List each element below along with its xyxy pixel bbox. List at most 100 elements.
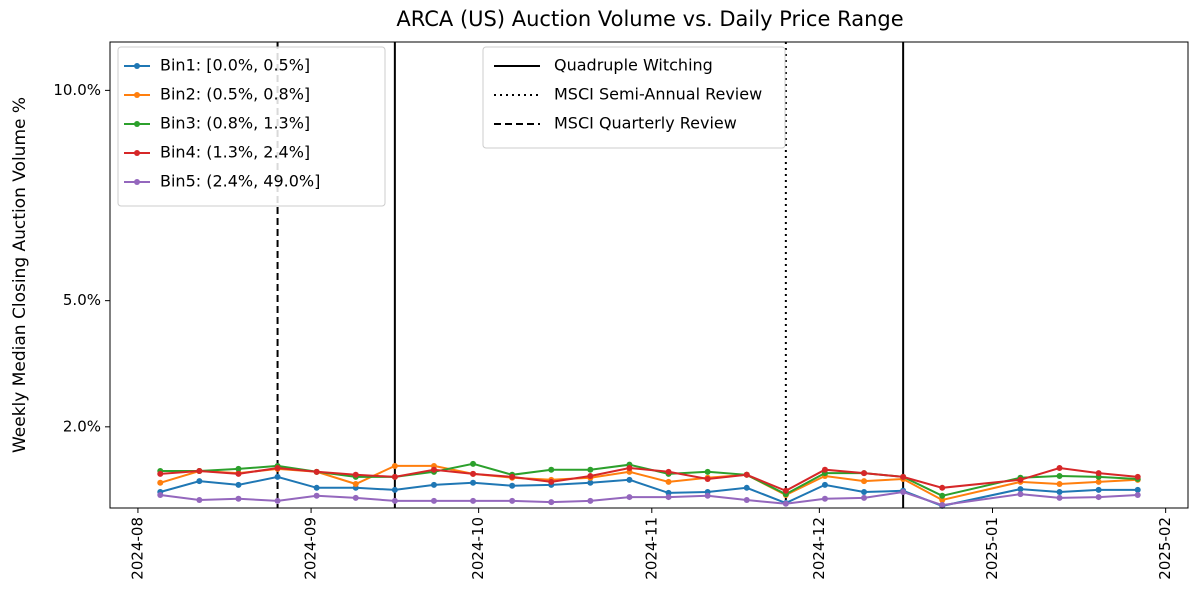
point [391,497,398,504]
x-tick-label: 2025-02 [1156,517,1174,580]
point [861,470,868,477]
point [1095,486,1102,493]
point [821,466,828,473]
point [704,468,711,475]
point [391,473,398,480]
point [782,487,789,494]
point [391,486,398,493]
point [743,471,750,478]
y-tick-label: 5.0% [63,291,101,309]
legend: Bin1: [0.0%, 0.5%] Bin2: (0.5%, 0.8%] Bin3… [117,46,386,207]
point [587,479,594,486]
point [196,467,203,474]
point [274,473,281,480]
point [1134,473,1141,480]
point [743,484,750,491]
point [352,481,359,488]
legend-label: Quadruple Witching [554,56,713,75]
x-tick-label: 2024-10 [469,517,487,580]
point [861,478,868,485]
y-tick-label: 10.0% [53,81,101,99]
legend-label: MSCI Semi-Annual Review [554,85,762,104]
point [1056,465,1063,472]
point [157,470,164,477]
point [939,497,946,504]
point [1017,486,1024,493]
point [821,495,828,502]
point [1017,491,1024,498]
point [235,481,242,488]
point [1095,478,1102,485]
point [548,499,555,506]
legend-marker [134,121,140,127]
legend-marker [134,179,140,185]
series-line [160,490,1138,507]
point [665,468,672,475]
y-tick-label: 2.0% [63,417,101,435]
point [1056,494,1063,501]
point [274,465,281,472]
point [939,492,946,499]
x-tick-label: 2024-12 [810,517,828,580]
point [861,489,868,496]
point [626,494,633,501]
point [470,460,477,467]
series-line [160,475,1138,507]
point [939,502,946,509]
point [430,466,437,473]
legend-label: MSCI Quarterly Review [554,114,737,133]
point [1056,489,1063,496]
point [821,481,828,488]
point [1017,476,1024,483]
point [470,479,477,486]
point [313,468,320,475]
point [391,462,398,469]
point [235,465,242,472]
x-tick-label: 2024-09 [302,517,320,580]
point [1134,486,1141,493]
point [665,478,672,485]
legend-label: Bin1: [0.0%, 0.5%] [160,56,310,75]
legend-box [117,46,386,207]
point [509,473,516,480]
point [470,470,477,477]
point [157,491,164,498]
point [665,489,672,496]
point [1056,473,1063,480]
series-line [160,462,1138,497]
point [509,497,516,504]
legend-label: Bin5: (2.4%, 49.0%] [160,172,320,191]
point [548,478,555,485]
point [1095,494,1102,501]
point [900,489,907,496]
point [782,500,789,507]
legend-box [482,46,786,149]
point [665,494,672,501]
plot-frame [109,41,1189,509]
point [587,497,594,504]
point [626,465,633,472]
point [1095,470,1102,477]
point [1134,491,1141,498]
point [157,479,164,486]
x-tick-label: 2025-01 [983,517,1001,580]
x-tick-label: 2024-08 [128,517,146,580]
point [274,497,281,504]
point [587,473,594,480]
legend-label: Bin3: (0.8%, 1.3%] [160,114,310,133]
legend-marker [134,63,140,69]
events-legend: Quadruple Witching MSCI Semi-Annual Revie… [482,46,786,149]
legend-marker [134,150,140,156]
point [1056,481,1063,488]
point [861,494,868,501]
point [196,478,203,485]
x-tick-label: 2024-11 [642,517,660,580]
point [548,466,555,473]
point [352,471,359,478]
legend-marker [134,92,140,98]
chart-title: ARCA (US) Auction Volume vs. Daily Price… [396,7,903,31]
point [352,494,359,501]
point [470,497,477,504]
y-axis-label: Weekly Median Closing Auction Volume % [10,97,30,453]
